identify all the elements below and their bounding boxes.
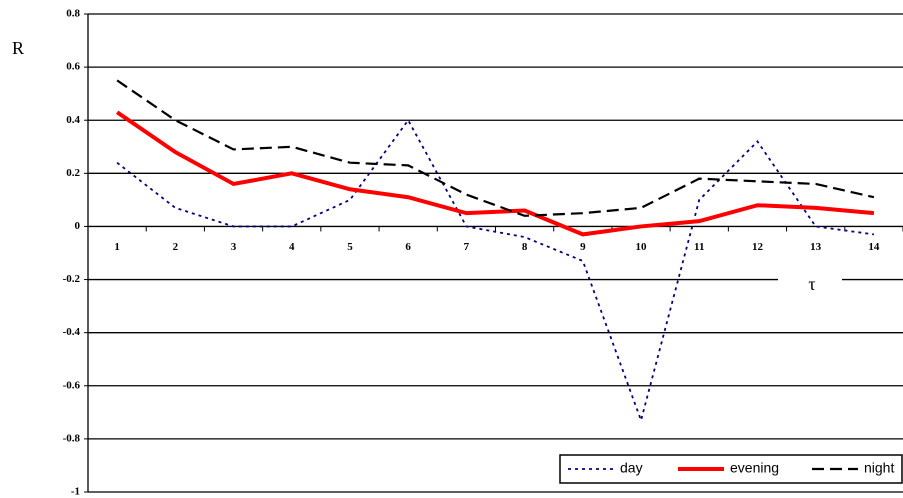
legend-label: evening [730,460,779,476]
y-tick-label: 0 [75,220,81,232]
y-tick-label: 0.4 [66,114,80,126]
x-tick-label: 1 [114,241,120,253]
x-tick-label: 7 [464,241,470,253]
x-tick-label: 11 [694,241,704,253]
y-tick-label: -0.6 [63,379,81,391]
legend-label: night [864,460,894,476]
line-series [116,79,875,217]
y-tick-label: -0.8 [63,432,81,444]
x-tick-label: 5 [347,241,353,253]
y-tick-label: -0.2 [63,273,81,285]
legend-label: day [620,460,643,476]
x-tick-label: 8 [522,241,528,253]
x-tick-label: 3 [231,241,237,253]
x-tick-label: 4 [289,241,295,253]
y-axis-label: R [12,38,24,58]
x-tick-label: 2 [173,241,179,253]
line-series [115,110,875,237]
legend-box [559,454,903,484]
x-tick-label: 10 [636,241,648,253]
x-axis-label: τ [808,274,815,294]
y-tick-label: -0.4 [63,326,81,338]
x-tick-label: 13 [810,241,822,253]
y-tick-label: 0.6 [66,61,80,73]
y-tick-label: 0.8 [66,8,80,20]
y-tick-label: -1 [71,486,80,498]
x-tick-label: 14 [868,241,880,253]
x-label-bg [778,272,842,296]
line-series [116,118,875,424]
x-tick-label: 12 [752,241,764,253]
x-tick-label: 6 [405,241,411,253]
x-tick-label: 9 [580,241,586,253]
y-tick-label: 0.2 [66,167,80,179]
